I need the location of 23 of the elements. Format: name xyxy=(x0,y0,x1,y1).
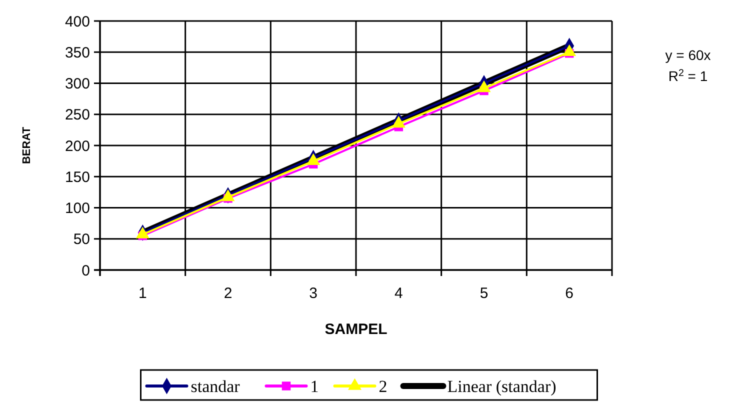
y-tick-label: 350 xyxy=(64,44,90,62)
y-axis-title: BERAT xyxy=(21,126,33,164)
x-tick-label: 1 xyxy=(138,285,147,302)
x-tick-label: 2 xyxy=(224,285,232,302)
y-tick-label: 50 xyxy=(73,231,90,248)
x-tick-label: 3 xyxy=(309,285,318,302)
legend-label: 2 xyxy=(378,376,388,396)
y-tick-label: 0 xyxy=(82,262,90,280)
x-tick-label: 4 xyxy=(394,285,403,302)
y-tick-label: 400 xyxy=(64,13,90,30)
legend-label: standar xyxy=(190,376,240,396)
text: y = 60x xyxy=(665,47,711,63)
y-tick-label: 200 xyxy=(64,138,90,155)
y-tick-label: 250 xyxy=(64,106,90,124)
x-axis-title: SAMPEL xyxy=(324,321,388,338)
y-tick-label: 300 xyxy=(64,76,90,92)
x-tick-label: 5 xyxy=(480,285,488,302)
text: R$^{2}$ = 1 xyxy=(668,68,708,84)
x-tick-label: 6 xyxy=(565,285,574,302)
y-tick-label: 150 xyxy=(64,168,90,186)
y-tick-label: 100 xyxy=(64,200,90,217)
legend-label: 1 xyxy=(310,376,319,396)
legend-label: Linear (standar) xyxy=(447,376,556,396)
